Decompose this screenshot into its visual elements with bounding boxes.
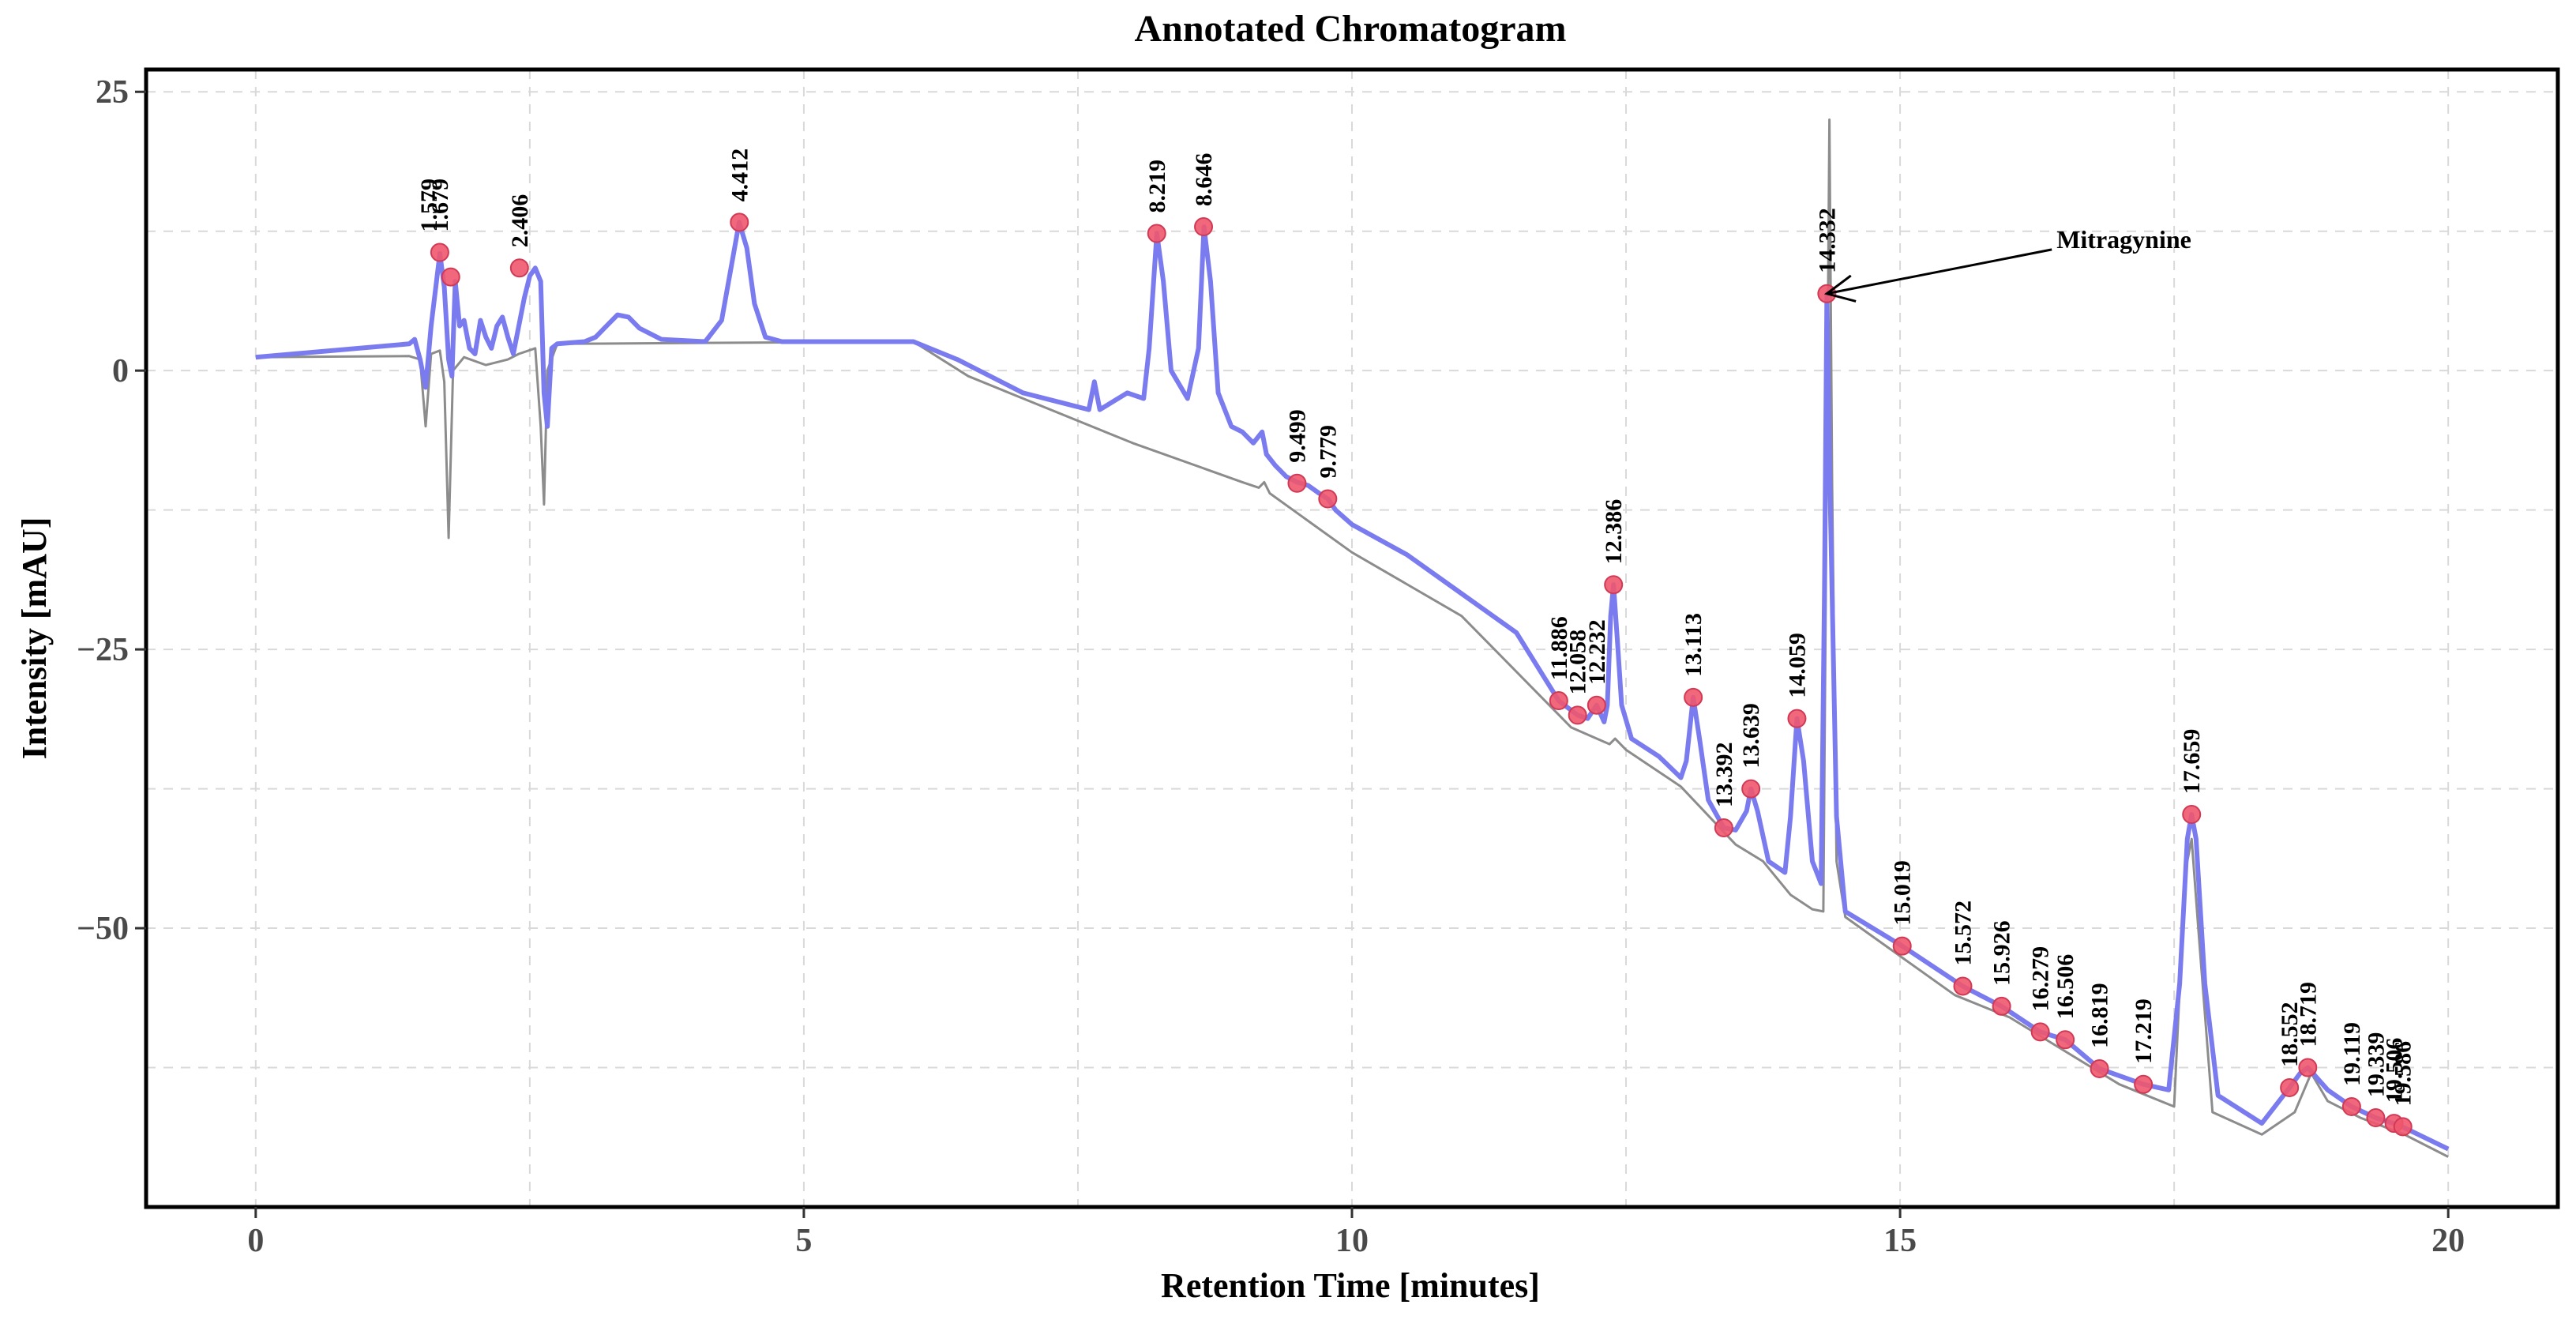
peak-label: 14.059 <box>1785 633 1811 698</box>
peak-marker <box>2182 805 2202 825</box>
peak-marker <box>509 258 529 278</box>
peak-label: 16.819 <box>2087 983 2113 1048</box>
peak-label: 12.058 <box>1565 630 1591 695</box>
peak-label: 17.659 <box>2179 729 2205 795</box>
peak-label: 16.279 <box>2028 946 2054 1012</box>
peak-marker <box>1953 976 1973 996</box>
x-tick-label: 5 <box>795 1223 812 1259</box>
peak-marker <box>430 243 449 262</box>
x-tick-label: 10 <box>1335 1223 1369 1259</box>
peak-marker <box>1741 779 1761 799</box>
peak-marker <box>1787 709 1807 728</box>
peak-label: 18.719 <box>2295 982 2321 1047</box>
peak-marker <box>1714 818 1733 837</box>
peak-label: 19.119 <box>2339 1022 2365 1086</box>
peak-marker <box>730 212 749 232</box>
peak-marker <box>2341 1096 2361 1116</box>
peak-marker <box>1287 473 1307 493</box>
peak-marker <box>1684 687 1703 707</box>
peak-marker <box>1992 996 2011 1016</box>
peak-marker <box>1147 224 1166 243</box>
peak-marker <box>1318 489 1338 509</box>
peak-marker <box>2298 1058 2318 1077</box>
sample-series-line <box>255 220 2450 1152</box>
peak-label: 15.926 <box>1989 920 2015 986</box>
peak-marker <box>2393 1117 2413 1137</box>
peak-label: 13.113 <box>1680 613 1707 677</box>
peak-markers <box>430 212 2413 1137</box>
peak-label: 19.506 <box>2382 1038 2408 1104</box>
peak-marker <box>441 267 460 287</box>
axis-ticks: 0 5 10 15 20 25 0 −25 −50 <box>77 74 2465 1259</box>
x-tick-label: 0 <box>247 1223 264 1259</box>
peak-label: 9.779 <box>1315 425 1341 479</box>
peak-label: 8.646 <box>1191 153 1217 207</box>
peak-marker <box>1892 936 1912 956</box>
peak-label: 13.392 <box>1711 743 1737 808</box>
peak-label: 4.412 <box>727 149 753 202</box>
x-tick-label: 20 <box>2431 1223 2465 1259</box>
peak-label: 12.386 <box>1601 499 1627 565</box>
peak-marker <box>1549 691 1568 711</box>
peak-label: 18.552 <box>2277 1002 2303 1067</box>
y-tick-label: 25 <box>96 74 129 111</box>
peak-marker <box>2134 1074 2154 1094</box>
annotation-arrowhead <box>1823 274 1857 303</box>
annotation-arrow <box>1827 248 2052 295</box>
peak-label: 9.499 <box>1285 409 1311 463</box>
peak-label: 16.506 <box>2052 954 2078 1020</box>
x-tick-label: 15 <box>1883 1223 1917 1259</box>
peak-label: 19.339 <box>2363 1032 2389 1098</box>
peak-label: 1.579 <box>416 179 442 232</box>
x-axis-label: Retention Time [minutes] <box>1161 1266 1540 1305</box>
y-tick-label: −25 <box>77 632 129 668</box>
peak-label: 14.332 <box>1814 208 1840 273</box>
peak-label: 8.219 <box>1144 160 1170 213</box>
peak-marker <box>1194 217 1214 237</box>
peak-marker <box>1604 575 1624 595</box>
peak-label: 15.019 <box>1890 860 1916 926</box>
y-tick-label: −50 <box>77 911 129 947</box>
annotations: Mitragynine <box>1823 225 2191 303</box>
peak-marker <box>2280 1077 2300 1097</box>
peak-marker <box>2030 1022 2050 1042</box>
chart-title: Annotated Chromatogram <box>1134 8 1566 50</box>
peak-marker <box>1587 695 1606 715</box>
series-lines <box>255 118 2450 1158</box>
peak-label: 2.406 <box>507 194 533 248</box>
peak-label: 11.886 <box>1546 616 1572 680</box>
peak-marker <box>2090 1058 2109 1078</box>
annotation-label: Mitragynine <box>2056 225 2191 254</box>
peak-label: 19.586 <box>2390 1041 2416 1107</box>
peak-marker <box>2366 1108 2386 1128</box>
peak-marker <box>1568 705 1587 725</box>
peak-label: 12.232 <box>1584 619 1610 685</box>
peak-marker <box>2056 1030 2075 1050</box>
peak-label: 15.572 <box>1951 900 1977 966</box>
y-axis-label: Intensity [mAU] <box>15 517 54 760</box>
peak-label: 1.679 <box>427 179 453 232</box>
peak-label: 13.639 <box>1738 703 1764 769</box>
peak-label: 17.219 <box>2131 998 2157 1064</box>
y-tick-label: 0 <box>112 353 129 389</box>
